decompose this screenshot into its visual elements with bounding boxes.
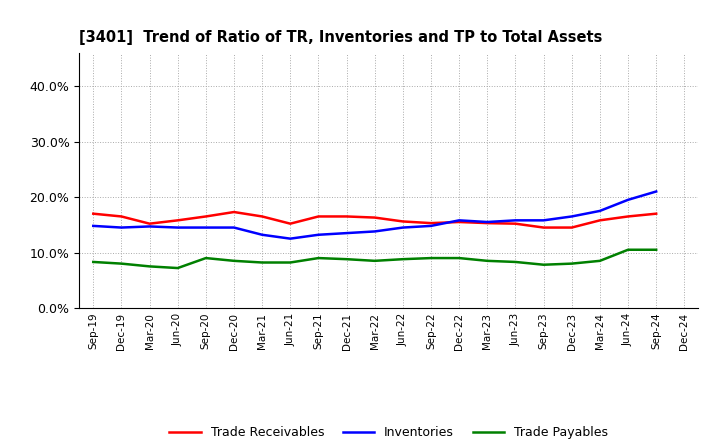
Line: Inventories: Inventories — [94, 191, 656, 238]
Trade Payables — [314, 256, 323, 261]
Inventories — [652, 189, 660, 194]
Trade Payables — [624, 247, 632, 253]
Trade Payables — [399, 257, 408, 262]
Inventories — [342, 231, 351, 236]
Trade Receivables — [314, 214, 323, 219]
Trade Receivables — [145, 221, 154, 226]
Trade Payables — [455, 256, 464, 261]
Trade Payables — [258, 260, 266, 265]
Trade Payables — [595, 258, 604, 264]
Trade Payables — [370, 258, 379, 264]
Inventories — [202, 225, 210, 230]
Inventories — [567, 214, 576, 219]
Trade Receivables — [286, 221, 294, 226]
Trade Payables — [652, 247, 660, 253]
Trade Receivables — [117, 214, 126, 219]
Inventories — [539, 218, 548, 223]
Trade Payables — [427, 256, 436, 261]
Trade Receivables — [399, 219, 408, 224]
Trade Receivables — [483, 220, 492, 226]
Legend: Trade Receivables, Inventories, Trade Payables: Trade Receivables, Inventories, Trade Pa… — [164, 422, 613, 440]
Trade Receivables — [342, 214, 351, 219]
Trade Receivables — [455, 220, 464, 225]
Trade Receivables — [202, 214, 210, 219]
Trade Receivables — [258, 214, 266, 219]
Trade Receivables — [595, 218, 604, 223]
Trade Receivables — [567, 225, 576, 230]
Inventories — [174, 225, 182, 230]
Inventories — [370, 229, 379, 234]
Trade Payables — [117, 261, 126, 266]
Trade Payables — [539, 262, 548, 268]
Trade Receivables — [370, 215, 379, 220]
Inventories — [314, 232, 323, 238]
Line: Trade Payables: Trade Payables — [94, 250, 656, 268]
Trade Payables — [286, 260, 294, 265]
Inventories — [117, 225, 126, 230]
Line: Trade Receivables: Trade Receivables — [94, 212, 656, 227]
Inventories — [399, 225, 408, 230]
Trade Payables — [567, 261, 576, 266]
Trade Receivables — [174, 218, 182, 223]
Inventories — [230, 225, 238, 230]
Trade Receivables — [230, 209, 238, 215]
Inventories — [258, 232, 266, 238]
Inventories — [624, 197, 632, 202]
Trade Payables — [145, 264, 154, 269]
Inventories — [427, 223, 436, 228]
Trade Receivables — [511, 221, 520, 226]
Trade Payables — [230, 258, 238, 264]
Trade Payables — [511, 259, 520, 264]
Trade Receivables — [652, 211, 660, 216]
Trade Payables — [202, 256, 210, 261]
Inventories — [511, 218, 520, 223]
Trade Receivables — [89, 211, 98, 216]
Inventories — [483, 220, 492, 225]
Trade Payables — [89, 259, 98, 264]
Trade Receivables — [624, 214, 632, 219]
Inventories — [595, 208, 604, 213]
Trade Payables — [342, 257, 351, 262]
Trade Receivables — [539, 225, 548, 230]
Text: [3401]  Trend of Ratio of TR, Inventories and TP to Total Assets: [3401] Trend of Ratio of TR, Inventories… — [79, 29, 603, 45]
Inventories — [455, 218, 464, 223]
Inventories — [89, 223, 98, 228]
Trade Receivables — [427, 220, 436, 226]
Trade Payables — [483, 258, 492, 264]
Trade Payables — [174, 265, 182, 271]
Inventories — [286, 236, 294, 241]
Inventories — [145, 224, 154, 229]
